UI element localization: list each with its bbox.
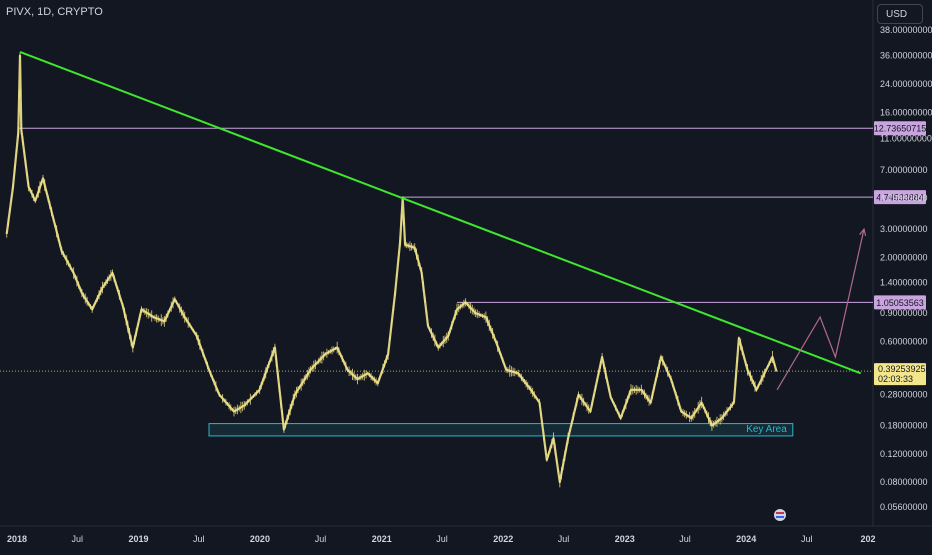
resistance-price-tag [874,121,926,136]
time-axis-tick-label: Jul [193,534,205,544]
price-axis-tick-label: 7.00000000 [880,165,928,175]
resistance-price-label: 1.05053563 [876,298,924,308]
currency-button[interactable]: USD [877,4,923,24]
price-axis-tick-label: 0.05600000 [880,502,928,512]
price-axis-tick-label: 16.00000000 [880,107,932,117]
time-axis-tick-label: 2024 [736,534,756,544]
price-axis-tick-label: 3.00000000 [880,224,928,234]
price-candle-wicks [6,52,775,488]
time-axis-tick-label: Jul [679,534,691,544]
time-axis-tick-label: Jul [801,534,813,544]
time-axis-tick-label: 2023 [615,534,635,544]
key-area-label: Key Area [746,424,787,435]
price-axis-tick-label: 11.00000000 [880,133,932,143]
price-axis-tick-label: 4.70000000 [880,193,928,203]
price-axis-tick-label: 24.00000000 [880,79,932,89]
time-axis-tick-label: Jul [71,534,83,544]
current-price-tag [874,363,926,386]
resistance-price-label: 4.74533884 [876,193,924,203]
price-axis-tick-label: 0.08000000 [880,477,928,487]
event-flag-stripe [776,512,784,514]
event-flag-icon [774,509,786,521]
countdown-label: 02:03:33 [878,374,913,384]
time-axis-tick-label: 2021 [372,534,392,544]
price-axis-tick-label: 0.12000000 [880,449,928,459]
trendline [19,50,862,375]
resistance-price-tag [874,190,926,205]
time-axis-tick-label: 2018 [7,534,27,544]
projection-path [776,228,865,391]
price-axis-tick-label: 36.00000000 [880,51,932,61]
price-axis-tick-label: 0.90000000 [880,308,928,318]
time-axis-tick-label: Jul [436,534,448,544]
price-axis-tick-label: 0.60000000 [880,336,928,346]
time-axis-tick-label: Jul [558,534,570,544]
current-price-label: 0.39253925 [878,364,926,374]
time-axis-tick-label: 202 [860,534,875,544]
symbol-label: PIVX, 1D, CRYPTO [6,6,103,18]
event-flag-stripe [776,516,784,518]
price-axis-tick-label: 0.18000000 [880,420,928,430]
price-axis-tick-label: 0.28000000 [880,390,928,400]
price-series-line [5,54,778,484]
projection-arrowhead-icon [859,227,867,237]
resistance-price-tag [874,295,926,310]
resistance-price-label: 12.73650715 [874,124,927,134]
price-axis-tick-label: 2.00000000 [880,252,928,262]
key-area-box [208,423,794,437]
time-axis-tick-label: Jul [315,534,327,544]
price-axis-tick-label: 38.00000000 [880,25,932,35]
time-axis-tick-label: 2019 [128,534,148,544]
time-axis-tick-label: 2020 [250,534,270,544]
price-axis-tick-label: 1.40000000 [880,277,928,287]
time-axis-tick-label: 2022 [493,534,513,544]
